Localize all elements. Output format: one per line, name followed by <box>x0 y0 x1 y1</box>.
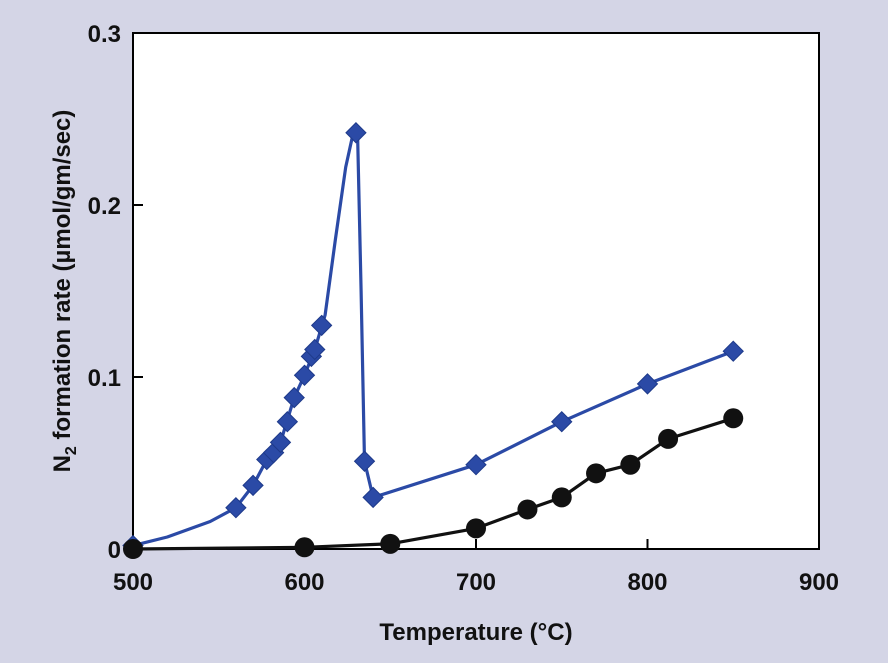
tick-labels-layer: 500 600 700 800 900 0 0.1 0.2 0.3 <box>88 21 839 596</box>
data-point-diamond <box>304 338 326 361</box>
data-point-circle <box>380 533 401 554</box>
data-point-circle <box>466 518 486 539</box>
data-point-diamond <box>283 386 305 409</box>
data-point-diamond <box>276 411 299 433</box>
data-point-diamond <box>722 340 744 362</box>
data-point-circle <box>551 487 572 508</box>
x-tick-label: 900 <box>799 569 839 596</box>
data-point-diamond <box>310 314 333 337</box>
y-axis-title-main: N <box>49 455 76 472</box>
data-point-circle <box>586 463 607 484</box>
data-point-diamond <box>345 122 367 144</box>
y-tick-label: 0 <box>108 537 121 564</box>
data-point-circle <box>517 499 538 520</box>
series-layer <box>122 122 744 559</box>
y-tick-label: 0.1 <box>88 365 121 392</box>
data-point-diamond <box>353 450 376 472</box>
x-tick-label: 800 <box>627 569 667 596</box>
data-point-diamond <box>636 373 659 395</box>
y-tick-label: 0.3 <box>88 21 121 48</box>
x-tick-label: 700 <box>456 569 496 596</box>
series-line <box>131 134 735 548</box>
data-point-diamond <box>293 364 316 386</box>
data-point-diamond <box>242 474 264 497</box>
data-point-circle <box>723 408 744 429</box>
y-axis-title-rest: formation rate (µmol/gm/sec) <box>49 110 76 447</box>
data-point-diamond <box>269 431 292 454</box>
series-circle <box>123 408 744 559</box>
data-point-circle <box>620 454 641 475</box>
data-point-diamond <box>465 454 487 476</box>
y-axis-title-subscript: 2 <box>63 446 80 455</box>
data-point-diamond <box>225 497 247 519</box>
x-tick-label: 500 <box>113 569 153 596</box>
y-axis-title: N2 formation rate (µmol/gm/sec) <box>49 110 80 473</box>
x-axis-title: Temperature (°C) <box>379 619 572 646</box>
data-point-diamond <box>551 411 573 433</box>
data-point-circle <box>294 537 315 558</box>
data-point-circle <box>123 539 143 559</box>
series-line <box>131 416 735 551</box>
series-diamond <box>122 122 744 557</box>
data-point-diamond <box>362 486 384 509</box>
data-point-circle <box>658 428 679 449</box>
x-tick-label: 600 <box>284 569 324 596</box>
y-tick-label: 0.2 <box>88 193 121 220</box>
